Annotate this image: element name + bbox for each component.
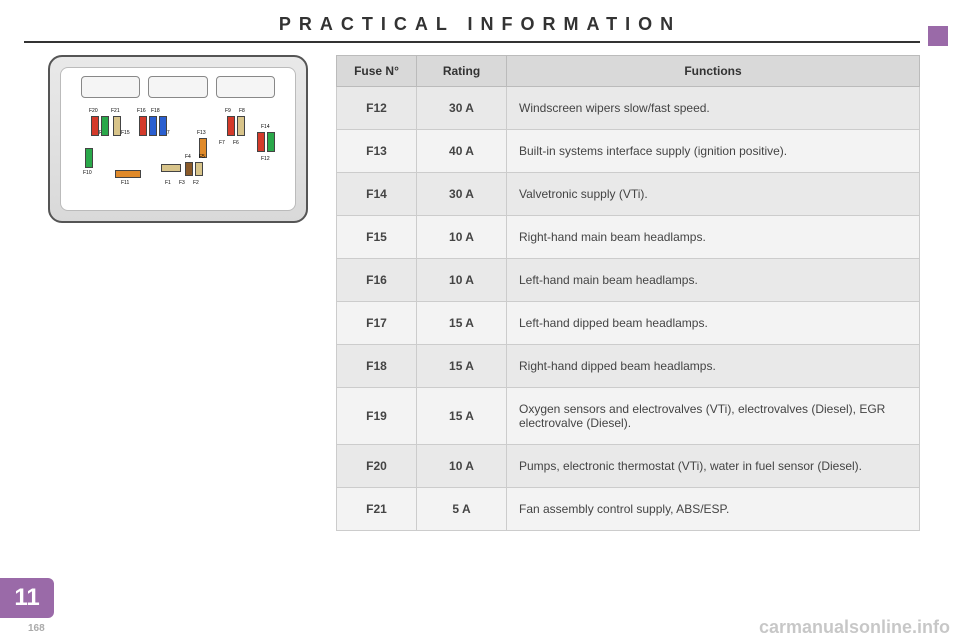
cell-fuse: F21	[337, 488, 417, 531]
cell-rating: 10 A	[417, 216, 507, 259]
fuse	[101, 116, 109, 136]
fuse	[159, 116, 167, 136]
table-row: F17 15 A Left-hand dipped beam headlamps…	[337, 302, 920, 345]
fuse-label: F1	[165, 180, 171, 186]
cell-fuse: F18	[337, 345, 417, 388]
fuse-label: F12	[261, 156, 270, 162]
cell-rating: 15 A	[417, 345, 507, 388]
table-row: F21 5 A Fan assembly control supply, ABS…	[337, 488, 920, 531]
col-header-functions: Functions	[507, 56, 920, 87]
fuse	[257, 132, 265, 152]
fuse	[237, 116, 245, 136]
table-row: F13 40 A Built-in systems interface supp…	[337, 130, 920, 173]
fuse-label: F21	[111, 108, 120, 114]
fuse-label: F20	[89, 108, 98, 114]
fuse-label: F2	[193, 180, 199, 186]
page-number: 168	[28, 623, 45, 634]
fuse-label: F3	[179, 180, 185, 186]
table-row: F15 10 A Right-hand main beam headlamps.	[337, 216, 920, 259]
fuse	[267, 132, 275, 152]
cell-func: Built-in systems interface supply (ignit…	[507, 130, 920, 173]
cell-func: Left-hand main beam headlamps.	[507, 259, 920, 302]
fuse-label: F16	[137, 108, 146, 114]
fuse-label: F6	[233, 140, 239, 146]
cell-func: Oxygen sensors and electrovalves (VTi), …	[507, 388, 920, 445]
cell-fuse: F16	[337, 259, 417, 302]
watermark: carmanualsonline.info	[759, 617, 950, 638]
cell-rating: 40 A	[417, 130, 507, 173]
slot	[148, 76, 207, 98]
fuse-label: F7	[219, 140, 225, 146]
fuse-label: F4	[185, 154, 191, 160]
fuse-label: F8	[239, 108, 245, 114]
cell-fuse: F20	[337, 445, 417, 488]
cell-func: Fan assembly control supply, ABS/ESP.	[507, 488, 920, 531]
cell-func: Left-hand dipped beam headlamps.	[507, 302, 920, 345]
fuse-label: F9	[225, 108, 231, 114]
fuse	[139, 116, 147, 136]
slot	[81, 76, 140, 98]
table-row: F20 10 A Pumps, electronic thermostat (V…	[337, 445, 920, 488]
fuse	[85, 148, 93, 168]
cell-func: Pumps, electronic thermostat (VTi), wate…	[507, 445, 920, 488]
table-row: F18 15 A Right-hand dipped beam headlamp…	[337, 345, 920, 388]
cell-func: Valvetronic supply (VTi).	[507, 173, 920, 216]
cell-rating: 10 A	[417, 445, 507, 488]
cell-func: Right-hand main beam headlamps.	[507, 216, 920, 259]
section-badge: 11	[0, 578, 54, 618]
fuse-label: F18	[151, 108, 160, 114]
cell-func: Windscreen wipers slow/fast speed.	[507, 87, 920, 130]
fuse-table: Fuse N° Rating Functions F12 30 A Windsc…	[336, 55, 920, 531]
accent-tab	[928, 26, 948, 46]
col-header-rating: Rating	[417, 56, 507, 87]
fuse	[185, 162, 193, 176]
fuse-label: F14	[261, 124, 270, 130]
cell-rating: 30 A	[417, 87, 507, 130]
fuse	[115, 170, 141, 178]
table-header-row: Fuse N° Rating Functions	[337, 56, 920, 87]
fuse	[149, 116, 157, 136]
cell-fuse: F12	[337, 87, 417, 130]
page-title: PRACTICAL INFORMATION	[0, 0, 960, 41]
cell-fuse: F14	[337, 173, 417, 216]
cell-fuse: F17	[337, 302, 417, 345]
fuse	[113, 116, 121, 136]
table-row: F12 30 A Windscreen wipers slow/fast spe…	[337, 87, 920, 130]
fuse-label: F5	[199, 154, 205, 160]
fuse	[91, 116, 99, 136]
fuse-label: F15	[121, 130, 130, 136]
table-row: F19 15 A Oxygen sensors and electrovalve…	[337, 388, 920, 445]
cell-rating: 15 A	[417, 302, 507, 345]
cell-rating: 10 A	[417, 259, 507, 302]
table-row: F14 30 A Valvetronic supply (VTi).	[337, 173, 920, 216]
slot	[216, 76, 275, 98]
cell-rating: 15 A	[417, 388, 507, 445]
cell-fuse: F19	[337, 388, 417, 445]
fuse	[161, 164, 181, 172]
fuse-label: F11	[121, 180, 129, 186]
table-row: F16 10 A Left-hand main beam headlamps.	[337, 259, 920, 302]
fuse-label: F10	[83, 170, 92, 176]
fuse	[227, 116, 235, 136]
cell-rating: 30 A	[417, 173, 507, 216]
cell-fuse: F15	[337, 216, 417, 259]
fuse	[195, 162, 203, 176]
cell-fuse: F13	[337, 130, 417, 173]
fusebox-diagram: F20 F21 F16 F18 F19 F15 F17 F10 F11 F13 …	[48, 55, 308, 223]
col-header-fuse: Fuse N°	[337, 56, 417, 87]
fuse-label: F13	[197, 130, 206, 136]
cell-rating: 5 A	[417, 488, 507, 531]
cell-func: Right-hand dipped beam headlamps.	[507, 345, 920, 388]
